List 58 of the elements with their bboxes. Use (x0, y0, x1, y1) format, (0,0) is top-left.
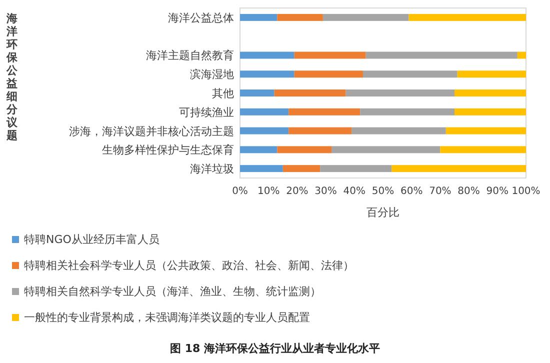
y-tick-label: 生物多样性保护与生态保育 (102, 144, 234, 157)
x-axis-title: 百分比 (366, 206, 400, 219)
y-tick-label: 可持续渔业 (179, 106, 234, 119)
x-tick-label: 90% (486, 186, 509, 197)
bar (332, 146, 440, 154)
y-tick-label: 海洋主题自然教育 (146, 49, 234, 62)
bar (457, 70, 526, 78)
bar (454, 108, 526, 116)
x-tick-label: 20% (286, 186, 308, 197)
legend-label: 特聘NGO从业经历丰富人员 (24, 233, 160, 246)
x-tick-label: 70% (429, 186, 452, 197)
bar (240, 146, 278, 154)
bar (294, 52, 366, 59)
bar (277, 146, 332, 154)
bar (240, 108, 289, 116)
x-tick-label: 30% (314, 186, 337, 197)
bar (277, 14, 323, 21)
y-tick-label: 海洋垃圾 (190, 162, 234, 176)
y-tick-label: 海洋公益总体 (168, 11, 234, 24)
x-tick-label: 10% (257, 186, 280, 197)
bar (240, 14, 278, 21)
y-tick-label: 其他 (212, 87, 234, 100)
bar (446, 127, 526, 134)
bar (288, 127, 352, 134)
y-tick-label: 滨海湿地 (190, 68, 234, 82)
bar (517, 52, 526, 59)
legend-label: 一般性的专业背景构成，未强调海洋类议题的专业人员配置 (24, 311, 310, 324)
x-tick-label: 50% (372, 186, 394, 197)
x-tick-label: 0% (232, 186, 248, 197)
bar (294, 70, 363, 78)
bar (366, 52, 518, 59)
legend-label: 特聘相关自然科学专业人员（海洋、渔业、生物、统计监测） (24, 285, 321, 298)
x-tick-label: 100% (512, 186, 540, 197)
bar (274, 90, 346, 96)
bar (240, 52, 294, 59)
bar (240, 127, 289, 134)
bar (240, 90, 274, 96)
x-tick-label: 60% (400, 186, 423, 197)
bar (408, 14, 526, 21)
bar (240, 70, 294, 78)
bar (282, 165, 320, 172)
legend-label: 特聘相关社会科学专业人员（公共政策、政治、社会、新闻、法律） (24, 259, 354, 272)
bar (352, 127, 446, 134)
bar (362, 70, 458, 78)
bar (320, 165, 392, 172)
bar (360, 108, 454, 116)
text: 海洋环保公益细分议题 (6, 12, 18, 142)
bar (240, 165, 283, 172)
bar (288, 108, 360, 116)
bar (322, 14, 409, 21)
bar (440, 146, 526, 154)
y-tick-label: 涉海，海洋议题并非核心活动主题 (69, 124, 234, 138)
bar (346, 90, 454, 96)
caption: 图 18 海洋环保公益行业从业者专业化水平 (170, 342, 380, 355)
x-tick-label: 80% (458, 186, 480, 197)
bar (392, 165, 526, 172)
x-tick-label: 40% (343, 186, 366, 197)
bar (454, 90, 526, 96)
